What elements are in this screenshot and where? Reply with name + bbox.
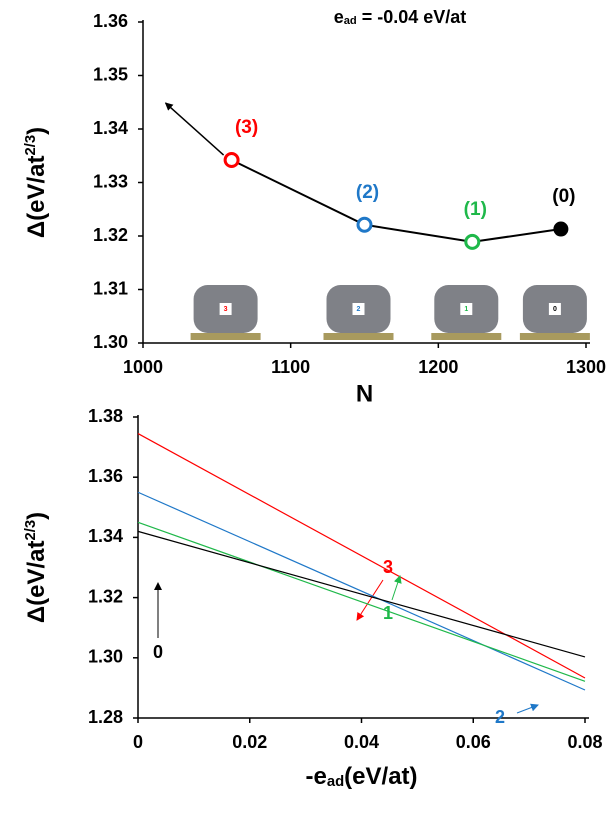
y-axis-label-part: 2/3 [23, 135, 39, 156]
series-line [137, 530, 586, 658]
y-tick-label: 1.30 [88, 647, 123, 667]
y-tick-label: 1.32 [93, 225, 128, 245]
series-pointer [356, 579, 384, 621]
cluster-label: 2 [357, 306, 361, 313]
x-axis-label-part: ad [327, 774, 344, 790]
series-line [231, 159, 562, 243]
series-line [137, 521, 586, 682]
y-axis-label-part: ) [23, 512, 50, 520]
trend-arrow [164, 102, 225, 156]
point [553, 221, 569, 237]
series-label: 0 [153, 642, 163, 662]
y-tick-label: 1.28 [88, 707, 123, 727]
cluster-tag [219, 303, 232, 315]
y-tick-label: 1.38 [88, 406, 123, 426]
point-label: (0) [552, 186, 575, 207]
substrate [323, 333, 394, 340]
y-tick-label: 1.30 [93, 332, 128, 352]
y-axis-label-part: Δ(eV/at [23, 541, 50, 624]
series-label: 2 [495, 707, 505, 727]
cluster-tag [352, 303, 365, 315]
x-tick-label: 0.08 [567, 732, 602, 752]
cluster-tag [548, 303, 561, 315]
annotation: ead = -0.04 eV/at [334, 7, 467, 27]
point-label: (1) [464, 199, 487, 220]
y-axis-label-part: ) [23, 127, 50, 135]
y-tick-label: 1.34 [93, 118, 128, 138]
y-tick-label: 1.36 [93, 11, 128, 31]
y-tick-label: 1.36 [88, 466, 123, 486]
y-tick-label: 1.32 [88, 586, 123, 606]
y-tick-label: 1.34 [88, 526, 123, 546]
x-tick-label: 0.02 [232, 732, 267, 752]
y-tick-label: 1.35 [93, 64, 128, 84]
x-tick-label: 1200 [418, 357, 458, 377]
x-tick-label: 0 [133, 732, 143, 752]
cluster-tag [460, 303, 473, 315]
y-axis-label-part: 2/3 [23, 520, 39, 541]
annotation-part: = -0.04 eV/at [357, 7, 467, 27]
x-tick-label: 0.04 [344, 732, 379, 752]
x-tick-label: 1000 [123, 357, 163, 377]
series-pointer [391, 575, 402, 601]
x-axis-label-part: -e [305, 763, 326, 790]
x-axis-label: -ead(eV/at) [305, 763, 417, 790]
x-axis-label: N [356, 380, 373, 407]
y-tick-label: 1.33 [93, 171, 128, 191]
point [464, 233, 481, 250]
y-axis-label-part: Δ(eV/at [23, 156, 50, 239]
cluster-label: 1 [464, 306, 468, 313]
y-axis-label: Δ(eV/at2/3) [23, 127, 50, 238]
cluster-label: 3 [224, 306, 228, 313]
series-pointer [516, 703, 539, 714]
cluster-label: 0 [553, 306, 557, 313]
point-label: (2) [356, 182, 379, 203]
point [223, 152, 240, 169]
substrate [519, 333, 590, 340]
substrate [431, 333, 502, 340]
series-line [137, 491, 586, 691]
annotation-part: ad [344, 15, 357, 27]
x-axis-label-part: (eV/at) [344, 763, 417, 790]
substrate [190, 333, 261, 340]
annotation-part: e [334, 7, 344, 27]
point-label: (3) [235, 117, 258, 138]
series-label: 1 [383, 603, 393, 623]
x-tick-label: 0.06 [456, 732, 491, 752]
point [356, 216, 373, 233]
series-line [137, 433, 586, 679]
y-axis-label: Δ(eV/at2/3) [23, 512, 50, 623]
x-tick-label: 1300 [566, 357, 606, 377]
x-tick-label: 1100 [271, 357, 310, 377]
series-label: 3 [383, 557, 393, 577]
y-tick-label: 1.31 [93, 278, 128, 298]
